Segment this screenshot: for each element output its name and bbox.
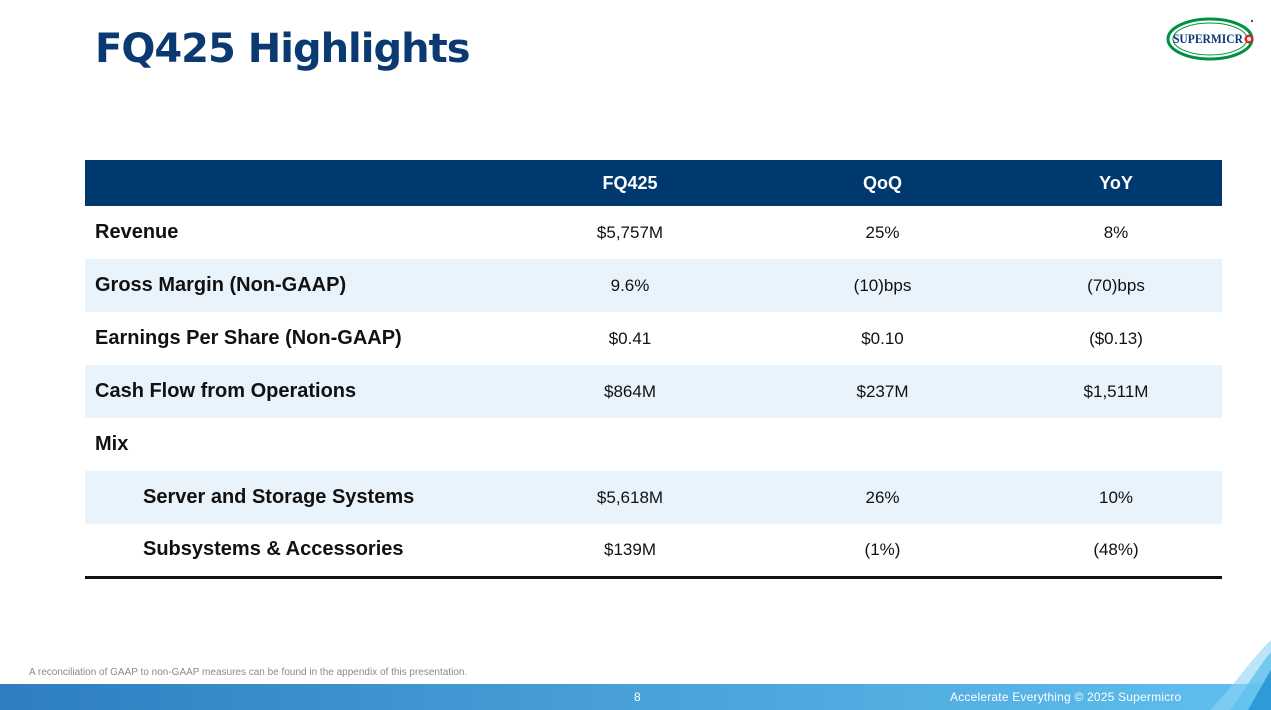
cell-qoq: $237M bbox=[755, 365, 1010, 418]
table-row-eps: Earnings Per Share (Non-GAAP) $0.41 $0.1… bbox=[85, 312, 1222, 365]
table-row-gross-margin: Gross Margin (Non-GAAP) 9.6% (10)bps (70… bbox=[85, 259, 1222, 312]
cell-fq425: $139M bbox=[505, 524, 755, 579]
cell-fq425: $5,618M bbox=[505, 471, 755, 524]
cell-fq425: 9.6% bbox=[505, 259, 755, 312]
table-row-server-storage: Server and Storage Systems $5,618M 26% 1… bbox=[85, 471, 1222, 524]
cell-yoy: ($0.13) bbox=[1089, 328, 1143, 348]
cell-yoy bbox=[1010, 418, 1222, 471]
cell-qoq: $0.10 bbox=[861, 328, 904, 348]
svg-text:SUPERMICR: SUPERMICR bbox=[1173, 32, 1244, 46]
cell-fq425: $864M bbox=[505, 365, 755, 418]
cell-fq425 bbox=[505, 418, 755, 471]
header-label bbox=[85, 160, 505, 206]
row-label: Gross Margin (Non-GAAP) bbox=[85, 259, 505, 312]
footnote: A reconciliation of GAAP to non-GAAP mea… bbox=[29, 667, 468, 678]
row-label: Server and Storage Systems bbox=[85, 471, 505, 524]
cell-qoq bbox=[755, 418, 1010, 471]
highlights-table: FQ425 QoQ YoY Revenue $5,757M 25% 8% Gro… bbox=[85, 160, 1222, 579]
footer-bar bbox=[0, 684, 1271, 710]
cell-qoq: 25% bbox=[865, 222, 900, 242]
page-number: 8 bbox=[634, 690, 641, 704]
cell-yoy: $1,511M bbox=[1010, 365, 1222, 418]
cell-yoy: 8% bbox=[1103, 222, 1129, 242]
row-label: Subsystems & Accessories bbox=[85, 524, 505, 579]
slide-title: FQ425 Highlights bbox=[95, 26, 471, 72]
supermicro-logo: SUPERMICR bbox=[1166, 17, 1254, 61]
cell-qoq: (1%) bbox=[755, 524, 1010, 579]
table-row-mix: Mix bbox=[85, 418, 1222, 471]
row-label: Revenue bbox=[95, 221, 179, 243]
cell-qoq: 26% bbox=[755, 471, 1010, 524]
header-yoy: YoY bbox=[1010, 160, 1222, 206]
cell-yoy: 10% bbox=[1010, 471, 1222, 524]
footer-tagline: Accelerate Everything © 2025 Supermicro bbox=[950, 690, 1182, 704]
table-row-subsystems: Subsystems & Accessories $139M (1%) (48%… bbox=[85, 524, 1222, 579]
row-label: Earnings Per Share (Non-GAAP) bbox=[95, 327, 402, 349]
table-header-row: FQ425 QoQ YoY bbox=[85, 160, 1222, 206]
cell-fq425: $0.41 bbox=[608, 328, 652, 348]
cell-yoy: (70)bps bbox=[1010, 259, 1222, 312]
cell-yoy: (48%) bbox=[1010, 524, 1222, 579]
table-row-revenue: Revenue $5,757M 25% 8% bbox=[85, 206, 1222, 259]
table-row-cash-flow: Cash Flow from Operations $864M $237M $1… bbox=[85, 365, 1222, 418]
header-qoq: QoQ bbox=[755, 160, 1010, 206]
row-label: Cash Flow from Operations bbox=[85, 365, 505, 418]
header-fq425: FQ425 bbox=[505, 160, 755, 206]
cell-fq425: $5,757M bbox=[596, 222, 664, 242]
cell-qoq: (10)bps bbox=[755, 259, 1010, 312]
corner-wave-decoration bbox=[1210, 640, 1271, 710]
row-label: Mix bbox=[95, 433, 129, 455]
